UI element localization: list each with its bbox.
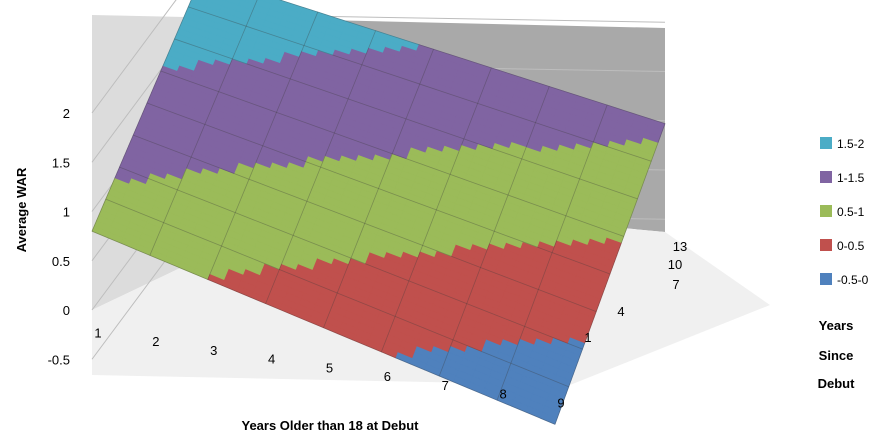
legend-label: 0-0.5 [837, 239, 865, 253]
surface-wire [207, 11, 319, 280]
depth-tick-label: 13 [673, 239, 687, 254]
depth-axis-title-line2: Since [819, 348, 854, 363]
surface-wire [160, 70, 624, 237]
surface-wire [438, 86, 550, 377]
surface-cell [203, 0, 209, 2]
legend-label: 1.5-2 [837, 137, 865, 151]
legend: 1.5-2 1-1.5 0.5-1 0-0.5 -0.5-0 [820, 137, 869, 287]
legend-swatch [820, 137, 832, 149]
depth-tick-label: 1 [584, 330, 591, 345]
x-tick-label: 7 [442, 378, 449, 393]
x-tick-label: 6 [384, 369, 391, 384]
legend-swatch [820, 205, 832, 217]
surface-wire [91, 230, 556, 425]
depth-tick-label: 7 [672, 277, 679, 292]
z-tick-label: 0.5 [52, 254, 70, 269]
legend-swatch [820, 273, 832, 285]
y-axis-title: Average WAR [14, 167, 29, 252]
z-tick-label: 2 [63, 106, 70, 121]
x-tick-label: 9 [557, 395, 564, 410]
x-tick-label: 4 [268, 352, 275, 367]
legend-label: 0.5-1 [837, 205, 865, 219]
z-tick-label: -0.5 [48, 352, 70, 367]
legend-swatch [820, 239, 832, 251]
depth-tick-label: 10 [668, 257, 682, 272]
legend-label: -0.5-0 [837, 273, 869, 287]
surface-wire [188, 6, 652, 162]
depth-tick-label: 4 [617, 304, 624, 319]
depth-axis-ticks: 1 4 7 10 13 [584, 239, 687, 345]
surface [91, 0, 666, 425]
z-axis-ticks: -0.5 0 0.5 1 1.5 2 [48, 106, 70, 367]
x-tick-label: 1 [94, 325, 101, 340]
z-tick-label: 1.5 [52, 155, 70, 170]
surface-cell [259, 0, 274, 4]
surface-wire [149, 0, 258, 256]
depth-axis-title-line3: Debut [818, 376, 856, 391]
surface-wire [119, 166, 583, 350]
surface-wire [323, 49, 434, 328]
surface-wire [381, 67, 492, 353]
surface-cell [223, 0, 242, 6]
z-tick-label: 0 [63, 303, 70, 318]
surface-wire [133, 134, 597, 312]
x-tick-label: 3 [210, 343, 217, 358]
z-gridline [91, 0, 177, 114]
surface-wire [105, 198, 569, 388]
surface-cell [240, 0, 258, 5]
legend-label: 1-1.5 [837, 171, 865, 185]
x-tick-label: 5 [326, 360, 333, 375]
z-tick-label: 1 [63, 205, 70, 220]
surface-wire [554, 123, 666, 425]
surface-wire [265, 30, 376, 304]
x-axis-title: Years Older than 18 at Debut [241, 418, 419, 433]
surface-wire [174, 38, 638, 200]
surface-wire [278, 0, 666, 125]
x-tick-label: 8 [500, 387, 507, 402]
surface-wire [91, 0, 192, 232]
x-axis-ticks: 1 2 3 4 5 6 7 8 9 [94, 325, 564, 410]
legend-swatch [820, 171, 832, 183]
surface-wire [146, 102, 611, 275]
surface-cell [647, 118, 666, 131]
surface-wire [496, 104, 608, 401]
x-tick-label: 2 [152, 334, 159, 349]
depth-axis-title-line1: Years [819, 318, 854, 333]
